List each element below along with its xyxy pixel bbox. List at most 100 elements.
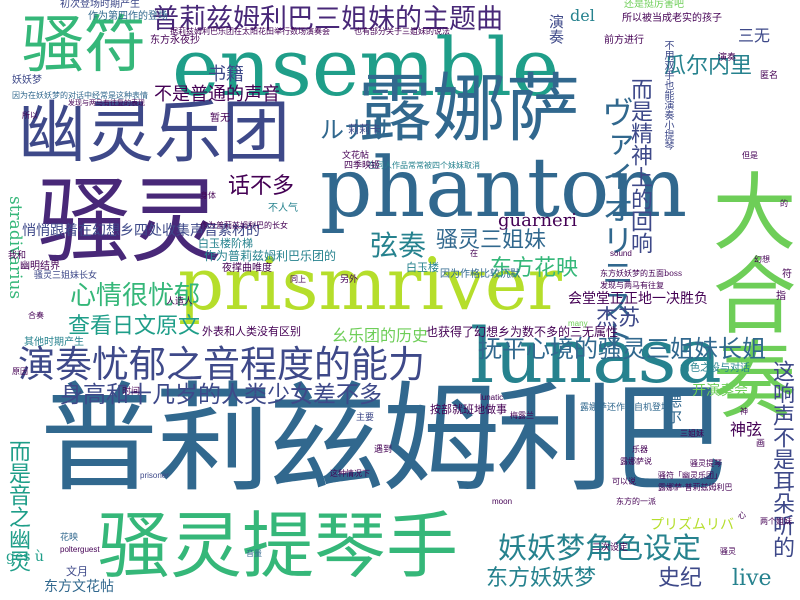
word-small: 露娜萨还作为自机登场 (580, 403, 671, 413)
word-small: 音量 (246, 549, 262, 558)
word-small: 莉莉卡 (348, 123, 381, 136)
word-small: 演奏 (718, 53, 737, 63)
word-small: 花映 (60, 533, 79, 543)
word-small: 露娜萨说 (620, 457, 652, 466)
word-small: 身体 (200, 191, 216, 200)
word-small: 同上 (290, 275, 306, 284)
word-small: 其他时期产生 (24, 337, 84, 348)
word-small: 幽明结界 (20, 261, 60, 272)
word-small: 文月 (66, 565, 88, 578)
word-small: 遇到 (374, 445, 393, 455)
word-lunasa: lunasa (470, 311, 722, 400)
word-sisters: 骚灵三姐妹 (436, 228, 547, 253)
word-talk-little: 话不多 (228, 174, 295, 199)
word-small: 画 (756, 439, 766, 449)
word-melancholy: 心情很忧郁 (70, 281, 201, 311)
word-small: 悄悄跟着在幻想乡四处收集声音素材的 (22, 223, 260, 239)
word-jp-original: 查看日文原文 (68, 314, 201, 339)
word-theme: 普莉兹姆利巴三姐妹的主题曲 (152, 4, 503, 35)
word-history: 史纪 (658, 566, 703, 591)
word-haunted-history: 幺乐团的历史 (332, 326, 429, 345)
word-small: 主要 (356, 413, 375, 423)
word-kaleido: 东方花映 (490, 256, 579, 281)
word-small: 角色之设与对话 (680, 363, 750, 374)
word-small: 暂无 (210, 113, 230, 124)
word-small: 符 (782, 269, 792, 280)
word-small: 合奏 (28, 311, 44, 320)
word-small: 文花帖 (342, 151, 370, 161)
word-mind-spirit: 而是精神上的回响 (627, 78, 652, 254)
word-concert: 开演奏会 (692, 383, 748, 399)
word-small: 骚灵 (720, 547, 736, 556)
word-katakana-solo: ヴァイオリニスト (597, 96, 635, 352)
word-small: 作为普莉兹姆利巴乐团的 (204, 249, 337, 263)
word-stradivarius: stradivarius (5, 196, 25, 300)
word-small: 这种情况下 (330, 469, 370, 478)
word-prismriver: prismriver (178, 242, 562, 326)
word-small: 可以说 (612, 477, 636, 486)
word-small: 人造人 (166, 297, 194, 307)
word-bunka: 东方文花帖 (44, 579, 114, 595)
word-ges: ges ù (6, 549, 44, 565)
word-bowing: 弦奏 (370, 229, 427, 262)
word-small: 但是 (742, 151, 758, 160)
word-small: many (568, 319, 588, 328)
word-small: 另外 (340, 275, 359, 285)
word-small: 不用双手也能演奏小提琴 (662, 40, 673, 150)
word-melancholy-power: 演奏忧郁之音程度的能力 (18, 343, 425, 386)
word-small: 发现与两马有往复 (600, 281, 664, 290)
word-small: 所以 (22, 111, 38, 120)
word-small: lunatic (480, 393, 504, 402)
word-guarneri-cn: 瓜尔内里 (664, 54, 753, 79)
word-poltergeist: 骚灵 (38, 168, 223, 275)
word-sound-not-ordinary: 不是普通的声音 (154, 84, 280, 105)
word-small: 因为在妖妖梦的对话中经常是这种表情 (12, 91, 148, 100)
word-small: 前方进行 (604, 35, 644, 46)
word-small: 妖妖梦 (12, 75, 42, 86)
word-small: 还是挺厉害吧 (624, 0, 684, 10)
word-small: prisoner (140, 471, 169, 480)
word-small: 按部就班地做事 (430, 403, 507, 416)
word-prismriver-cn: 普莉兹姆利巴 (40, 370, 728, 508)
word-small: 东方的一派 (616, 497, 656, 506)
word-small: 也有部分关于三姐妹的说法 (354, 27, 450, 36)
word-small: 发现与两马有往复的表现 (68, 99, 145, 107)
word-small: 也获得了幻想乡为数不多的三无属性 (426, 325, 619, 339)
word-small: sound (610, 249, 632, 258)
word-phantom: phantom (320, 141, 688, 236)
word-sound-ear: 这响声不是耳朵听的 (769, 360, 794, 558)
word-del: del (570, 6, 595, 25)
word-small: moon (492, 497, 513, 506)
word-small: 在 (470, 249, 478, 258)
word-books: 书籍 (208, 64, 244, 85)
word-orchestra: 大合奏 (699, 168, 797, 420)
word-small: polterguest (60, 545, 100, 554)
word-small: 夜撑曲唯度 (222, 263, 272, 274)
word-small: 白玉楼 (406, 261, 439, 274)
word-ghost-ensemble: 幽灵乐团 (18, 94, 291, 173)
word-small: 我和 (8, 251, 27, 261)
word-small: 东方妖妖梦的五面boss (600, 269, 683, 278)
word-de: 德尔 (663, 392, 682, 424)
word-small: 三姐妹 (680, 429, 704, 438)
word-small: 初次登场时期产生 (60, 0, 140, 10)
word-small: 露娜萨·普莉兹姆利巴 (658, 483, 733, 492)
word-small: 两个姐妹 (760, 517, 792, 526)
word-small: 神 (740, 407, 748, 416)
word-noise: 骚符 (22, 8, 147, 81)
word-live: live (732, 566, 772, 591)
word-lunasa-cn: 露娜萨 (358, 66, 580, 152)
word-god-string: 神弦 (730, 420, 763, 439)
word-small: 梅露兰 (510, 411, 534, 420)
word-small: 指 (776, 291, 786, 302)
word-small: 在同人作品常常被四个妹妹取消 (368, 161, 480, 170)
word-small: 二次设定 (592, 543, 629, 553)
word-small: 骚灵三姐妹长女 (34, 271, 98, 281)
word-katakana-lunasa: ルナサ (320, 116, 392, 144)
word-three-none: 三无 (738, 26, 771, 45)
word-small: 会堂堂正正地一决胜负 (568, 291, 708, 307)
word-small: 东方永夜抄 (150, 35, 200, 46)
word-perform: 演奏 (547, 14, 565, 44)
word-small: 心 (738, 511, 746, 520)
